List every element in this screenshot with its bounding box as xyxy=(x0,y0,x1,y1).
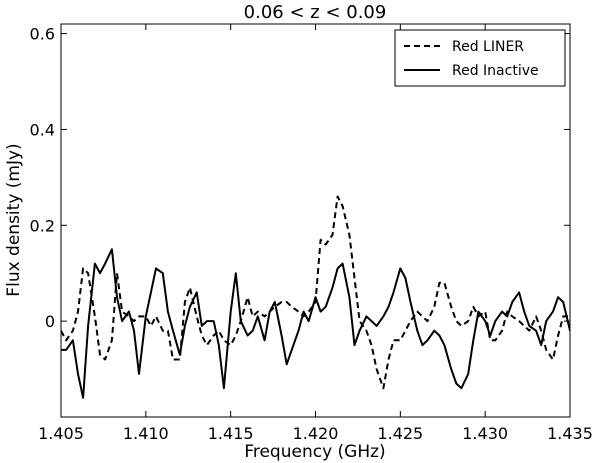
x-tick-label: 1.425 xyxy=(377,424,423,443)
x-axis: 1.405 1.410 1.415 1.420 1.425 1.430 1.435 xyxy=(38,24,593,443)
legend-box xyxy=(394,29,566,87)
y-axis-title: Flux density (mJy) xyxy=(4,143,24,296)
x-tick-label: 1.415 xyxy=(208,424,254,443)
legend-label-red-inactive: Red Inactive xyxy=(452,63,539,79)
chart-title: 0.06 < z < 0.09 xyxy=(244,2,387,23)
x-tick-label: 1.430 xyxy=(462,424,508,443)
series-line-red-inactive xyxy=(61,248,570,399)
x-tick-label: 1.435 xyxy=(547,424,593,443)
y-tick-label: 0.2 xyxy=(30,216,55,235)
x-axis-title: Frequency (GHz) xyxy=(244,442,385,462)
x-tick-label: 1.410 xyxy=(123,424,169,443)
legend: Red LINER Red Inactive xyxy=(394,29,566,87)
series-layer xyxy=(61,195,570,399)
y-tick-label: 0 xyxy=(45,312,55,331)
x-tick-label: 1.405 xyxy=(38,424,84,443)
y-tick-label: 0.4 xyxy=(30,120,55,139)
y-axis: 0 0.2 0.4 0.6 xyxy=(30,25,570,331)
series-line-red-liner xyxy=(61,195,570,390)
legend-label-red-liner: Red LINER xyxy=(452,39,524,55)
y-tick-label: 0.6 xyxy=(30,25,55,44)
x-tick-label: 1.420 xyxy=(293,424,339,443)
